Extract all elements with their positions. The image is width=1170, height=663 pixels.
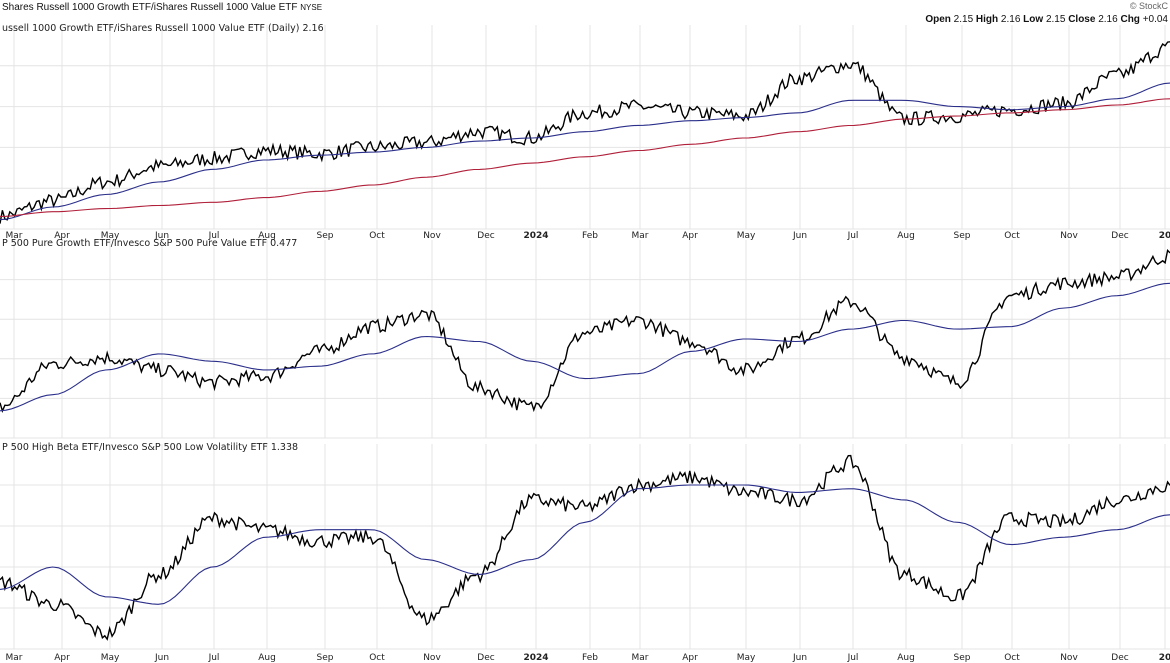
x-tick-label: Jun bbox=[792, 231, 807, 241]
panel2-price-line bbox=[0, 248, 1170, 413]
x-tick-label: 20 bbox=[1159, 231, 1170, 241]
x-tick-label: 20 bbox=[1159, 653, 1170, 663]
panel1-price-line bbox=[0, 41, 1170, 224]
x-tick-label: Jun bbox=[154, 231, 169, 241]
x-tick-label: Feb bbox=[582, 653, 598, 663]
x-tick-label: Nov bbox=[423, 653, 441, 663]
header-title: Shares Russell 1000 Growth ETF/iShares R… bbox=[2, 2, 322, 13]
panel2-title: P 500 Pure Growth ETF/Invesco S&P 500 Pu… bbox=[2, 238, 297, 249]
ohlc-label: High bbox=[973, 14, 1001, 25]
ohlc-label: Open bbox=[925, 14, 953, 25]
ohlc-value: +0.04 bbox=[1143, 14, 1169, 25]
x-tick-label: Oct bbox=[369, 231, 385, 241]
ohlc-label: Close bbox=[1065, 14, 1098, 25]
series-layer bbox=[0, 41, 1170, 641]
x-tick-label: Sep bbox=[317, 653, 334, 663]
x-tick-label: Nov bbox=[423, 231, 441, 241]
x-tick-label: Feb bbox=[582, 231, 598, 241]
watermark: © StockC bbox=[1130, 1, 1169, 11]
x-tick-label: Aug bbox=[258, 653, 276, 663]
x-tick-label: 2024 bbox=[523, 231, 548, 241]
x-tick-label: Dec bbox=[477, 231, 494, 241]
x-tick-label: Mar bbox=[6, 653, 23, 663]
x-tick-label: May bbox=[737, 231, 756, 241]
x-tick-label: Dec bbox=[477, 653, 494, 663]
panel3-title: P 500 High Beta ETF/Invesco S&P 500 Low … bbox=[2, 442, 298, 453]
x-tick-label: Jul bbox=[847, 653, 859, 663]
ohlc-readout: Open 2.15 High 2.16 Low 2.15 Close 2.16 … bbox=[925, 14, 1168, 25]
ohlc-label: Chg bbox=[1118, 14, 1143, 25]
x-tick-label: Apr bbox=[682, 231, 698, 241]
panel3-short-ma-line bbox=[0, 484, 1170, 605]
x-tick-label: Jul bbox=[208, 231, 220, 241]
ohlc-label: Low bbox=[1020, 14, 1046, 25]
x-tick-label: Aug bbox=[897, 231, 915, 241]
x-tick-label: Mar bbox=[6, 231, 23, 241]
panel1-title: ussell 1000 Growth ETF/iShares Russell 1… bbox=[2, 23, 324, 34]
x-tick-label: Oct bbox=[1004, 653, 1020, 663]
ohlc-value: 2.15 bbox=[954, 14, 974, 25]
x-tick-label: Sep bbox=[954, 231, 971, 241]
x-tick-label: 2024 bbox=[523, 653, 548, 663]
x-tick-label: Oct bbox=[369, 653, 385, 663]
x-tick-label: Aug bbox=[897, 653, 915, 663]
panel2-short-ma-line bbox=[0, 282, 1170, 412]
panel1-short-ma-line bbox=[0, 82, 1170, 221]
ohlc-value: 2.16 bbox=[1001, 14, 1021, 25]
grid-layer bbox=[0, 25, 1170, 650]
x-tick-label: Jul bbox=[847, 231, 859, 241]
x-tick-label: May bbox=[737, 653, 756, 663]
panel1-long-ma-line bbox=[0, 98, 1170, 217]
x-tick-label: Mar bbox=[632, 653, 649, 663]
x-tick-label: Apr bbox=[54, 231, 70, 241]
x-tick-label: Apr bbox=[54, 653, 70, 663]
x-tick-label: Sep bbox=[317, 231, 334, 241]
x-tick-label: Jun bbox=[792, 653, 807, 663]
ohlc-value: 2.16 bbox=[1098, 14, 1118, 25]
x-tick-label: Aug bbox=[258, 231, 276, 241]
x-tick-label: May bbox=[101, 653, 120, 663]
x-tick-label: Dec bbox=[1111, 231, 1128, 241]
x-tick-label: Jun bbox=[154, 653, 169, 663]
ohlc-value: 2.15 bbox=[1046, 14, 1066, 25]
x-tick-label: Dec bbox=[1111, 653, 1128, 663]
x-tick-label: Oct bbox=[1004, 231, 1020, 241]
x-tick-label: Jul bbox=[208, 653, 220, 663]
x-tick-label: Sep bbox=[954, 653, 971, 663]
x-tick-label: Mar bbox=[632, 231, 649, 241]
exchange-label: NYSE bbox=[300, 3, 322, 12]
x-tick-label: Nov bbox=[1060, 231, 1078, 241]
panel3-price-line bbox=[0, 454, 1170, 641]
x-tick-label: Apr bbox=[682, 653, 698, 663]
x-tick-label: Nov bbox=[1060, 653, 1078, 663]
x-tick-label: May bbox=[101, 231, 120, 241]
